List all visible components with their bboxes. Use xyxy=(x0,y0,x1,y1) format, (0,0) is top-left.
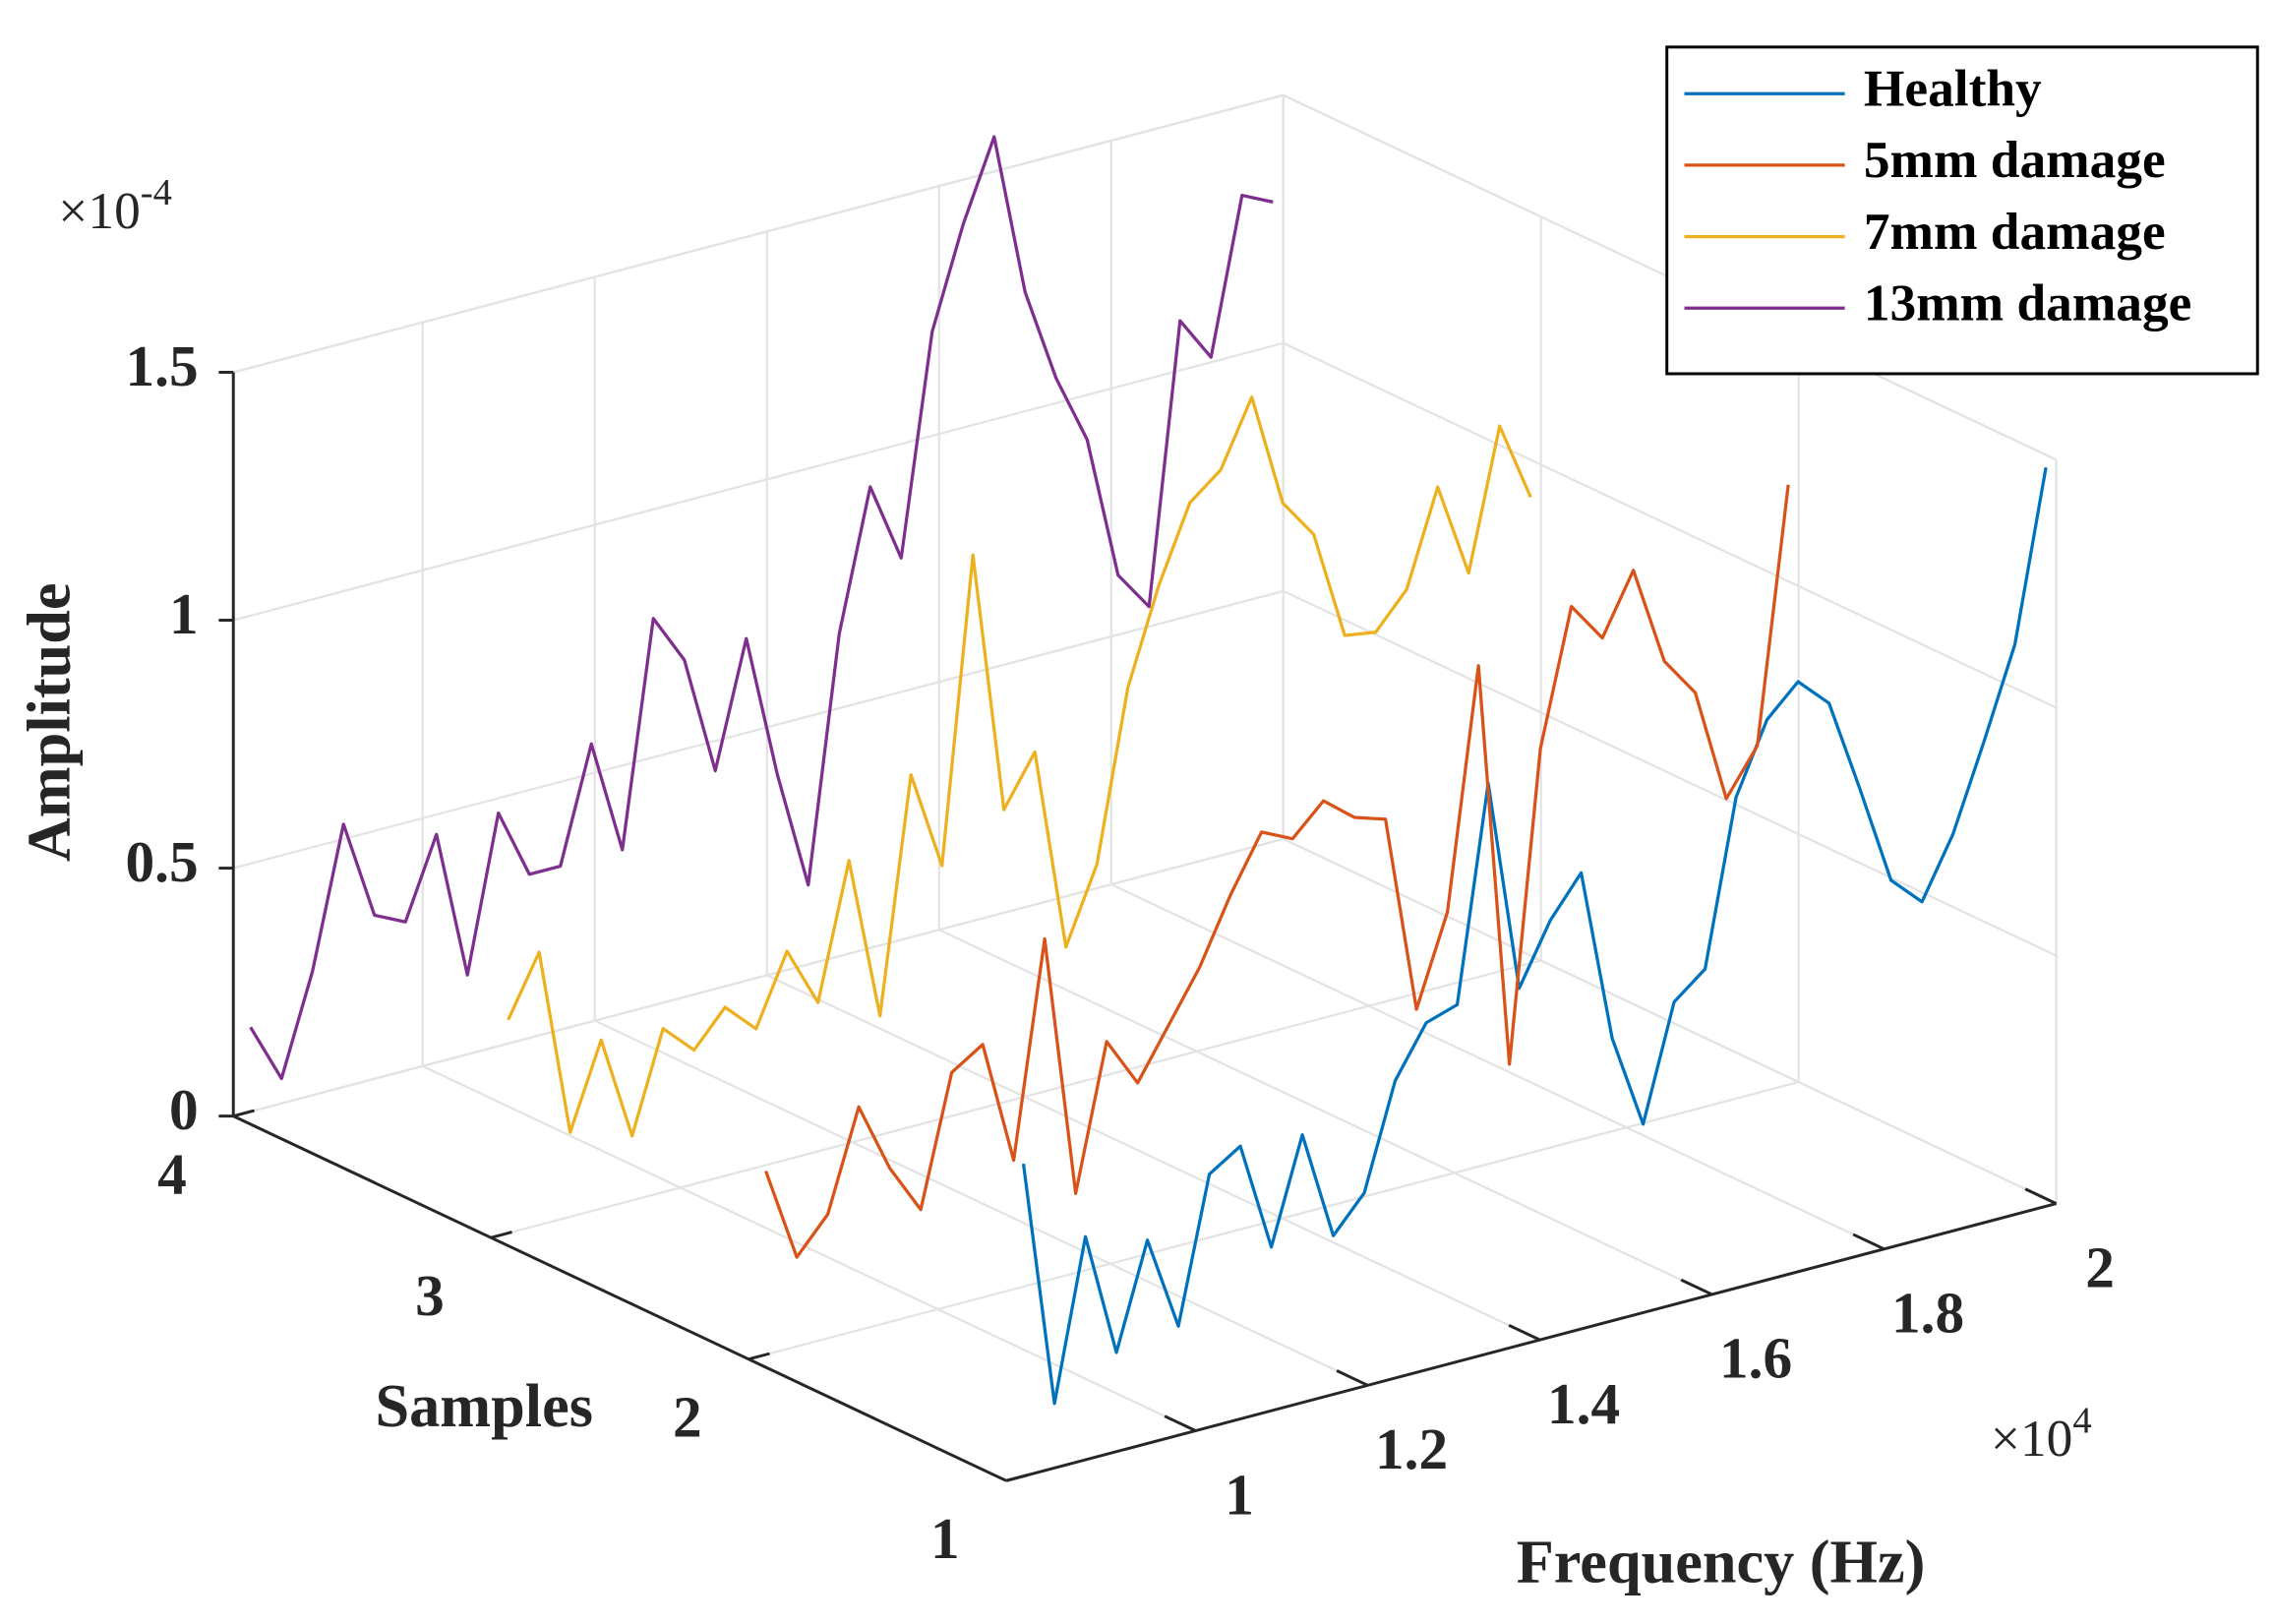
legend: Healthy 5mm damage 7mm damage 13mm damage xyxy=(1665,45,2259,376)
z-exponent-power: -4 xyxy=(141,172,172,213)
grid-line xyxy=(938,929,1713,1295)
x-exponent-base: ×10 xyxy=(1991,1409,2072,1468)
z-tick-label: 0.5 xyxy=(126,829,199,894)
y-tick xyxy=(490,1231,512,1239)
x-tick xyxy=(1680,1278,1713,1296)
grid-line xyxy=(232,837,1285,1117)
z-exponent-base: ×10 xyxy=(58,181,140,240)
legend-box xyxy=(1665,45,2259,376)
series-line xyxy=(249,135,1274,1081)
y-tick-label: 4 xyxy=(157,1141,187,1206)
x-tick-label: 2 xyxy=(2085,1234,2115,1299)
x-exponent: ×104 xyxy=(1991,1400,2092,1468)
x-tick xyxy=(1336,1369,1369,1387)
box-edge xyxy=(232,93,1285,374)
y-axis-line xyxy=(232,1114,1007,1482)
z-exponent: ×10-4 xyxy=(58,172,172,240)
axes-box xyxy=(218,93,2058,1482)
grid-line xyxy=(594,1019,1369,1387)
y-tick-label: 1 xyxy=(930,1506,960,1571)
grid-line xyxy=(1283,341,2058,709)
legend-label: Healthy xyxy=(1864,59,2042,118)
z-tick-label: 1 xyxy=(169,581,199,646)
x-tick xyxy=(2024,1187,2058,1205)
z-tick-label: 0 xyxy=(169,1077,199,1142)
grid-line xyxy=(766,974,1541,1342)
legend-label: 7mm damage xyxy=(1864,202,2166,261)
grid-line xyxy=(748,1080,1799,1360)
x-axis-title: Frequency (Hz) xyxy=(1517,1530,1926,1596)
grid-line xyxy=(1283,589,2058,957)
z-axis-title: Amplitude xyxy=(17,582,84,862)
grid-line xyxy=(422,1064,1197,1432)
y-tick xyxy=(1005,1474,1028,1482)
grid-line xyxy=(490,959,1541,1239)
series-line xyxy=(507,395,1532,1138)
x-tick-label: 1.8 xyxy=(1891,1281,1964,1346)
series-line xyxy=(1021,466,2048,1406)
grid-line xyxy=(1110,883,1886,1250)
x-tick-label: 1.6 xyxy=(1719,1326,1792,1391)
y-tick xyxy=(232,1109,255,1118)
x-exponent-power: 4 xyxy=(2072,1400,2091,1441)
y-axis-title: Samples xyxy=(376,1373,593,1440)
z-tick-label: 1.5 xyxy=(126,333,199,398)
y-tick-label: 3 xyxy=(415,1263,445,1328)
grid-line xyxy=(232,589,1285,870)
x-tick-label: 1 xyxy=(1225,1462,1254,1527)
x-axis-line xyxy=(1005,1202,2057,1482)
x-tick xyxy=(1508,1323,1541,1342)
plot-lines xyxy=(249,135,2048,1406)
legend-label: 13mm damage xyxy=(1864,272,2191,331)
x-tick xyxy=(1852,1233,1886,1251)
x-tick-label: 1.4 xyxy=(1547,1371,1620,1436)
x-tick xyxy=(1164,1414,1197,1432)
legend-label: 5mm damage xyxy=(1864,130,2166,189)
x-tick-label: 1.2 xyxy=(1375,1416,1448,1481)
y-tick-label: 2 xyxy=(673,1385,702,1450)
y-tick xyxy=(748,1352,770,1361)
grid-line xyxy=(232,341,1285,622)
series-line xyxy=(764,484,1790,1259)
